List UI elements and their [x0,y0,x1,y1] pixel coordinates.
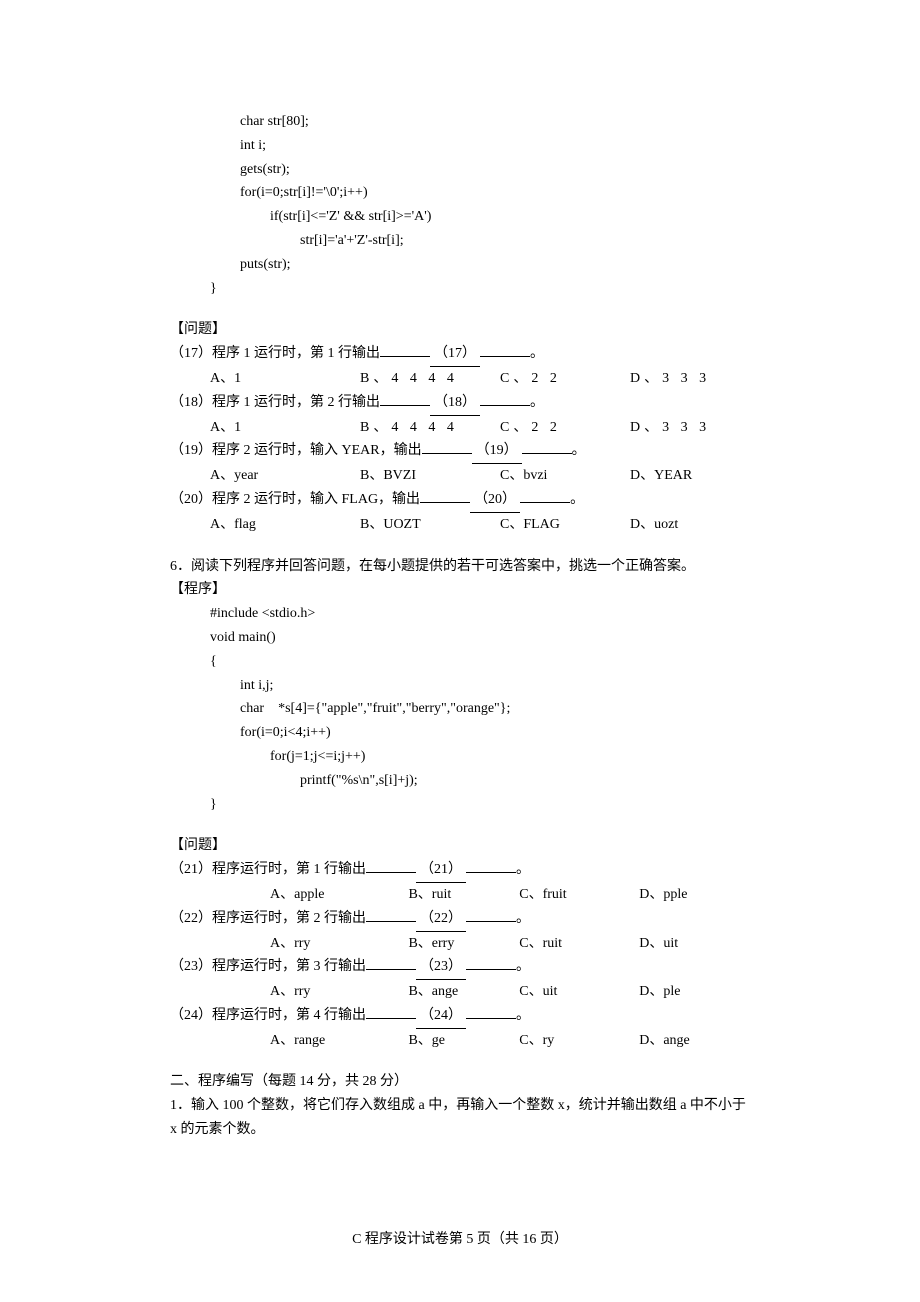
q18-opt-b: B、4 4 4 4 [360,416,500,440]
code-line: char str[80]; [170,110,750,134]
code-line: str[i]='a'+'Z'-str[i]; [170,229,750,253]
code-line: for(i=0;str[i]!='\0';i++) [170,181,750,205]
code-line: char *s[4]={"apple","fruit","berry","ora… [170,697,750,721]
part2-q1: 1．输入 100 个整数，将它们存入数组成 a 中，再输入一个整数 x，统计并输… [170,1094,750,1142]
code-line: puts(str); [170,253,750,277]
q21-opt-a: A、apple [210,883,408,907]
q17-text-a: （17）程序 1 运行时，第 1 行输出 [170,346,380,361]
q18-opt-a: A、1 [210,416,360,440]
q20-opt-d: D、uozt [630,513,750,537]
code-line: printf("%s\n",s[i]+j); [170,769,750,793]
code-line: } [170,277,750,301]
q22-blank-num: （22） [416,907,466,932]
question-23-stem: （23）程序运行时，第 3 行输出 （23） 。 [170,955,750,980]
question-23-options: A、rry B、ange C、uit D、ple [170,980,750,1004]
q19-opt-b: B、BVZI [360,464,500,488]
q17-text-b: 。 [530,346,544,361]
q18-opt-d: D、3 3 3 [630,416,750,440]
q17-opt-d: D、3 3 3 [630,367,750,391]
code-line: int i; [170,134,750,158]
question-17-options: A、1 B、4 4 4 4 C、2 2 D、3 3 3 [170,367,750,391]
q22-text-b: 。 [516,911,530,926]
code-line: { [170,650,750,674]
q23-opt-b: B、ange [408,980,519,1004]
code-line: if(str[i]<='Z' && str[i]>='A') [170,205,750,229]
q20-opt-c: C、FLAG [500,513,630,537]
q21-opt-d: D、pple [639,883,750,907]
section-label-chengxu: 【程序】 [170,578,750,602]
q23-text-b: 。 [516,959,530,974]
q18-opt-c: C、2 2 [500,416,630,440]
question-22-options: A、rry B、erry C、ruit D、uit [170,932,750,956]
q22-opt-b: B、erry [408,932,519,956]
question-20-options: A、flag B、UOZT C、FLAG D、uozt [170,513,750,537]
q19-blank-num: （19） [472,439,522,464]
q21-opt-c: C、fruit [519,883,639,907]
q20-opt-a: A、flag [210,513,360,537]
q24-opt-b: B、ge [408,1029,519,1053]
question-19-options: A、year B、BVZI C、bvzi D、YEAR [170,464,750,488]
question-21-options: A、apple B、ruit C、fruit D、pple [170,883,750,907]
q20-opt-b: B、UOZT [360,513,500,537]
section-label-wenti: 【问题】 [170,318,750,342]
q23-blank-num: （23） [416,955,466,980]
q18-text-b: 。 [530,395,544,410]
q17-opt-a: A、1 [210,367,360,391]
q22-opt-d: D、uit [639,932,750,956]
q19-text-a: （19）程序 2 运行时，输入 YEAR，输出 [170,443,422,458]
question-17-stem: （17）程序 1 运行时，第 1 行输出 （17） 。 [170,342,750,367]
q24-opt-d: D、ange [639,1029,750,1053]
question-19-stem: （19）程序 2 运行时，输入 YEAR，输出 （19） 。 [170,439,750,464]
code-line: void main() [170,626,750,650]
q6-intro: 6．阅读下列程序并回答问题，在每小题提供的若干可选答案中，挑选一个正确答案。 [170,555,750,579]
code-line: #include <stdio.h> [170,602,750,626]
q23-opt-a: A、rry [210,980,408,1004]
page-footer: C 程序设计试卷第 5 页（共 16 页） [0,1228,920,1252]
q22-opt-a: A、rry [210,932,408,956]
q20-blank-num: （20） [470,488,520,513]
q18-blank-num: （18） [430,391,480,416]
code-line: gets(str); [170,158,750,182]
q19-opt-d: D、YEAR [630,464,750,488]
question-24-options: A、range B、ge C、ry D、ange [170,1029,750,1053]
code-line: } [170,793,750,817]
code-line: int i,j; [170,674,750,698]
question-22-stem: （22）程序运行时，第 2 行输出 （22） 。 [170,907,750,932]
q22-text-a: （22）程序运行时，第 2 行输出 [170,911,366,926]
q21-text-b: 。 [516,862,530,877]
q24-text-a: （24）程序运行时，第 4 行输出 [170,1008,366,1023]
question-18-stem: （18）程序 1 运行时，第 2 行输出 （18） 。 [170,391,750,416]
question-24-stem: （24）程序运行时，第 4 行输出 （24） 。 [170,1004,750,1029]
q21-opt-b: B、ruit [408,883,519,907]
q24-opt-a: A、range [210,1029,408,1053]
q17-blank-num: （17） [430,342,480,367]
q19-opt-a: A、year [210,464,360,488]
q19-opt-c: C、bvzi [500,464,630,488]
q22-opt-c: C、ruit [519,932,639,956]
q21-text-a: （21）程序运行时，第 1 行输出 [170,862,366,877]
q23-text-a: （23）程序运行时，第 3 行输出 [170,959,366,974]
q17-opt-c: C、2 2 [500,367,630,391]
question-20-stem: （20）程序 2 运行时，输入 FLAG，输出 （20） 。 [170,488,750,513]
q21-blank-num: （21） [416,858,466,883]
code-line: for(j=1;j<=i;j++) [170,745,750,769]
part2-heading: 二、程序编写（每题 14 分，共 28 分） [170,1070,750,1094]
q19-text-b: 。 [572,443,586,458]
exam-page: char str[80]; int i; gets(str); for(i=0;… [0,0,920,1302]
q18-text-a: （18）程序 1 运行时，第 2 行输出 [170,395,380,410]
q23-opt-d: D、ple [639,980,750,1004]
q24-opt-c: C、ry [519,1029,639,1053]
q17-opt-b: B、4 4 4 4 [360,367,500,391]
question-18-options: A、1 B、4 4 4 4 C、2 2 D、3 3 3 [170,416,750,440]
q20-text-a: （20）程序 2 运行时，输入 FLAG，输出 [170,492,420,507]
code-line: for(i=0;i<4;i++) [170,721,750,745]
q20-text-b: 。 [570,492,584,507]
q24-blank-num: （24） [416,1004,466,1029]
question-21-stem: （21）程序运行时，第 1 行输出 （21） 。 [170,858,750,883]
section-label-wenti-2: 【问题】 [170,834,750,858]
q23-opt-c: C、uit [519,980,639,1004]
q24-text-b: 。 [516,1008,530,1023]
